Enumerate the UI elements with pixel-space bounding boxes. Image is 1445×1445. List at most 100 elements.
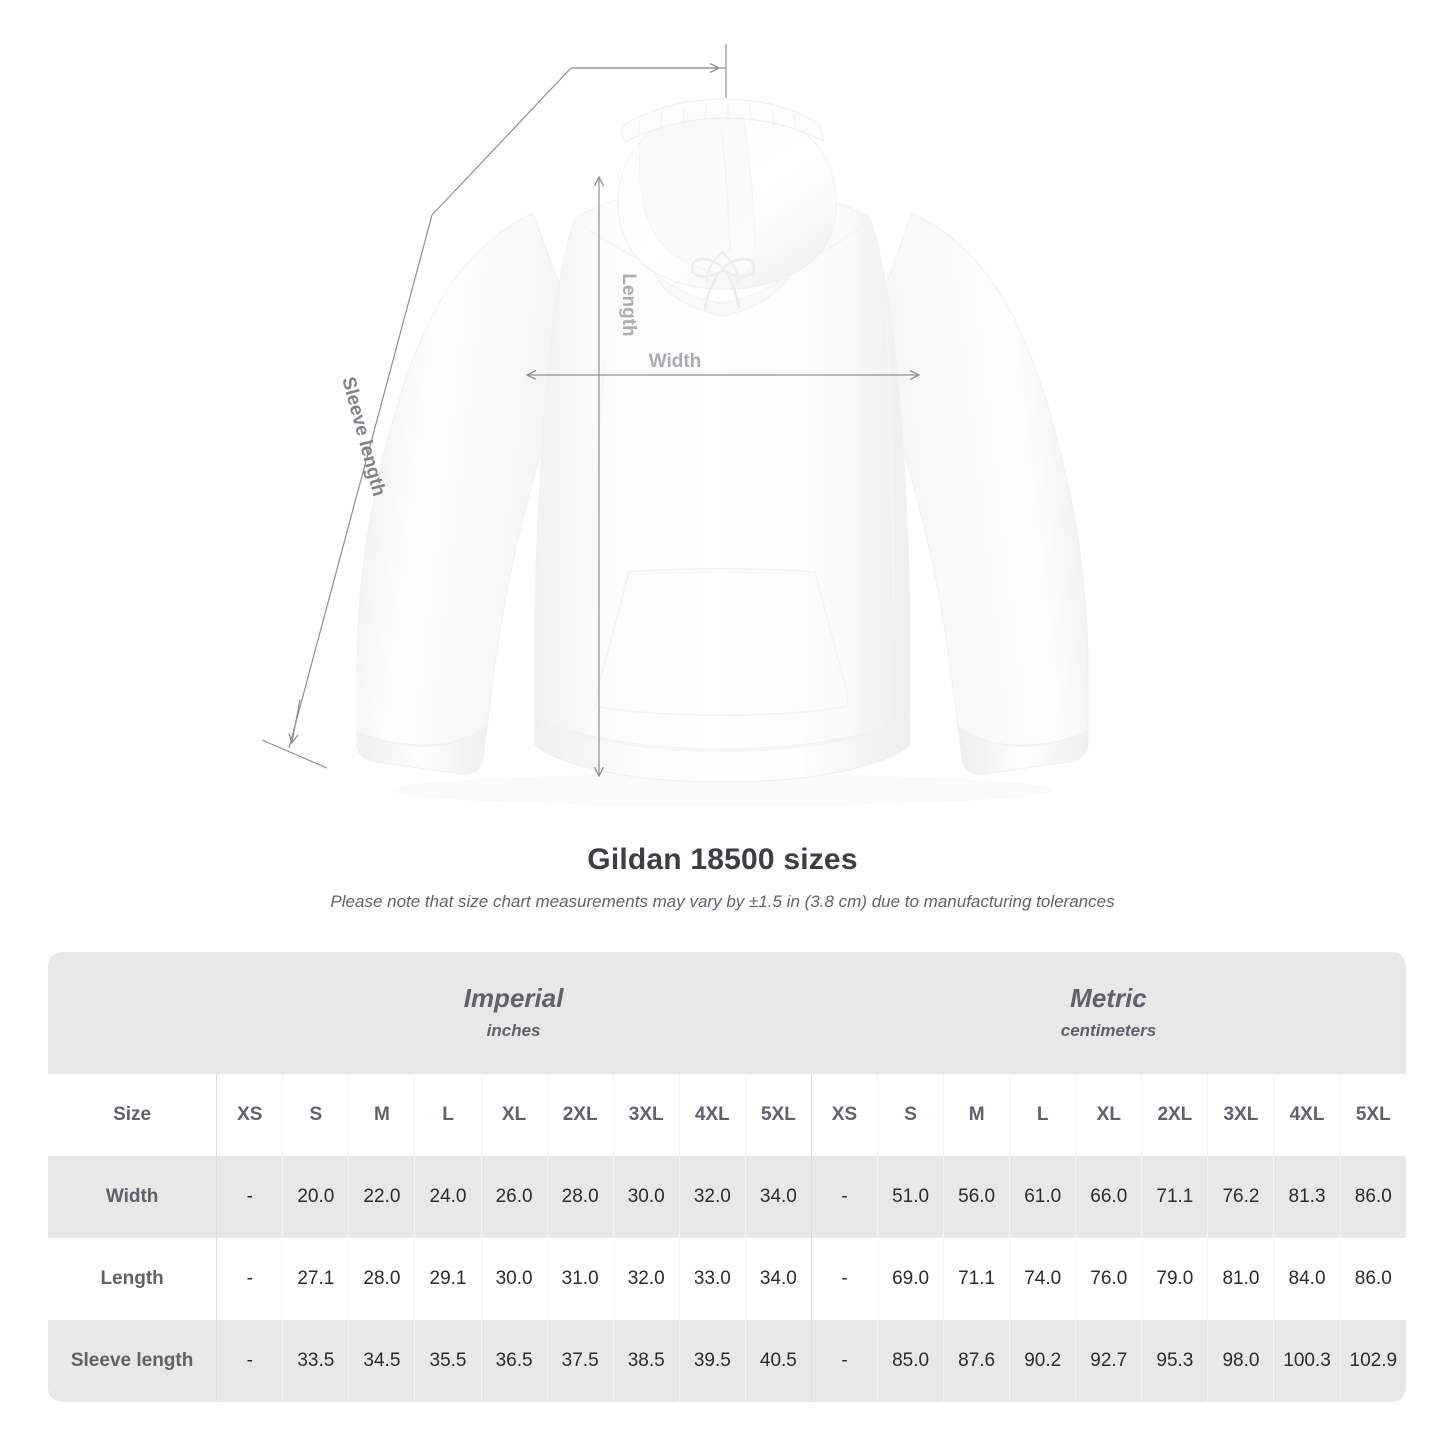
measurement-value-cell: 29.1 (414, 1238, 481, 1320)
unit-group-imperial: Imperial inches (216, 952, 811, 1074)
hoodie-size-diagram: Length Width Sleeve length (261, 44, 1089, 806)
title-block: Gildan 18500 sizes Please note that size… (0, 840, 1445, 916)
measurement-value-cell: 95.3 (1141, 1320, 1208, 1402)
tolerance-note: Please note that size chart measurements… (330, 892, 1115, 911)
measurement-value-cell: 100.3 (1273, 1320, 1340, 1402)
measurement-value-cell: 81.3 (1273, 1156, 1340, 1238)
measurement-value-cell: 27.1 (282, 1238, 349, 1320)
measurement-value-cell: 35.5 (414, 1320, 481, 1402)
sleeve-length-label: Sleeve length (337, 375, 389, 499)
length-label: Length (618, 273, 639, 336)
measurement-value-cell: 37.5 (546, 1320, 613, 1402)
hoodie-illustration (356, 98, 1089, 806)
measurement-value-cell: 71.1 (1141, 1156, 1208, 1238)
measurement-value-cell: 30.0 (480, 1238, 547, 1320)
width-label: Width (649, 351, 702, 372)
measurement-value-cell: 92.7 (1075, 1320, 1142, 1402)
measurement-value-cell: 98.0 (1207, 1320, 1274, 1402)
measurement-value-cell: 87.6 (943, 1320, 1010, 1402)
measurement-value-cell: 39.5 (678, 1320, 745, 1402)
size-column-header: M (348, 1074, 415, 1156)
size-column-header: XL (1075, 1074, 1142, 1156)
size-column-header: 2XL (546, 1074, 613, 1156)
size-chart-table: Imperial inches Metric centimeters Size XS S M L… (48, 952, 1406, 1402)
table-row: Length -27.1 28.0 29.1 30.0 31.0 32.0 33.0 34.0-… (48, 1238, 1406, 1320)
measurement-value-cell: 34.5 (348, 1320, 415, 1402)
size-column-header: 4XL (1273, 1074, 1340, 1156)
measurement-value-cell: 38.5 (612, 1320, 679, 1402)
measurement-value-cell: 102.9 (1339, 1320, 1406, 1402)
size-column-header: 2XL (1141, 1074, 1208, 1156)
size-column-header: S (282, 1074, 349, 1156)
measurement-value-cell: 33.5 (282, 1320, 349, 1402)
measurement-value-cell: 24.0 (414, 1156, 481, 1238)
measurement-value-cell: 22.0 (348, 1156, 415, 1238)
measurement-value-cell: 40.5 (744, 1320, 811, 1402)
unit-group-metric-sub: centimeters (1060, 1021, 1157, 1040)
measurement-value-cell: 36.5 (480, 1320, 547, 1402)
measurement-value-cell: 71.1 (943, 1238, 1010, 1320)
measurement-value-cell: 34.0 (744, 1156, 811, 1238)
size-chart-table-wrapper: Imperial inches Metric centimeters Size XS S M L… (48, 952, 1406, 1402)
measurement-value-cell: 30.0 (612, 1156, 679, 1238)
sleeve-end-arrow (292, 699, 301, 742)
measurement-value-cell: - (216, 1238, 283, 1320)
size-column-header: L (414, 1074, 481, 1156)
size-header-row: Size XS S M L XL 2XL 3XL 4XL 5XL XS S M L XL 2XL 3XL 4XL 5… (48, 1074, 1406, 1156)
measurement-value-cell: 74.0 (1009, 1238, 1076, 1320)
measurement-row-label: Length (48, 1238, 217, 1320)
measurement-value-cell: 28.0 (546, 1156, 613, 1238)
measurement-row-label: Width (48, 1156, 217, 1238)
table-row: Sleeve length -33.5 34.5 35.5 36.5 37.5 38.5 39… (48, 1320, 1406, 1402)
measurement-value-cell: 76.2 (1207, 1156, 1274, 1238)
measurement-value-cell: - (810, 1238, 878, 1320)
measurement-value-cell: 31.0 (546, 1238, 613, 1320)
measurement-value-cell: 69.0 (877, 1238, 944, 1320)
measurement-value-cell: 32.0 (678, 1156, 745, 1238)
table-corner-cell (48, 952, 217, 1074)
measurement-value-cell: 84.0 (1273, 1238, 1340, 1320)
measurement-value-cell: 34.0 (744, 1238, 811, 1320)
measurement-row-label: Sleeve length (48, 1320, 217, 1402)
unit-group-imperial-sub: inches (486, 1021, 541, 1040)
measurement-value-cell: 79.0 (1141, 1238, 1208, 1320)
measurement-value-cell: 20.0 (282, 1156, 349, 1238)
measurement-value-cell: - (810, 1320, 878, 1402)
measurement-value-cell: 33.0 (678, 1238, 745, 1320)
sleeve-end-tick (261, 739, 328, 769)
size-column-header: XS (810, 1074, 878, 1156)
measurement-value-cell: - (216, 1156, 283, 1238)
unit-group-imperial-name: Imperial (463, 983, 564, 1013)
size-column-header: 5XL (744, 1074, 811, 1156)
unit-group-header-row: Imperial inches Metric centimeters (48, 952, 1406, 1074)
measurement-value-cell: 90.2 (1009, 1320, 1076, 1402)
measurement-value-cell: 51.0 (877, 1156, 944, 1238)
size-column-header: L (1009, 1074, 1076, 1156)
size-label-cell: Size (48, 1074, 217, 1156)
size-column-header: 3XL (1207, 1074, 1274, 1156)
measurement-value-cell: 28.0 (348, 1238, 415, 1320)
size-column-header: 5XL (1339, 1074, 1406, 1156)
size-column-header: XL (480, 1074, 547, 1156)
table-row: Width -20.0 22.0 24.0 26.0 28.0 30.0 32.0 34.0-5… (48, 1156, 1406, 1238)
measurement-value-cell: 81.0 (1207, 1238, 1274, 1320)
measurement-value-cell: 26.0 (480, 1156, 547, 1238)
size-column-header: XS (216, 1074, 283, 1156)
size-column-header: 4XL (678, 1074, 745, 1156)
measurement-value-cell: 66.0 (1075, 1156, 1142, 1238)
measurement-value-cell: 56.0 (943, 1156, 1010, 1238)
unit-group-metric-name: Metric (1070, 983, 1147, 1013)
measurement-value-cell: 61.0 (1009, 1156, 1076, 1238)
measurement-value-cell: - (216, 1320, 283, 1402)
measurement-value-cell: 86.0 (1339, 1238, 1406, 1320)
measurement-value-cell: - (810, 1156, 878, 1238)
measurement-value-cell: 85.0 (877, 1320, 944, 1402)
unit-group-metric: Metric centimeters (810, 952, 1406, 1074)
size-column-header: M (943, 1074, 1010, 1156)
page-title: Gildan 18500 sizes (587, 843, 858, 876)
measurement-value-cell: 86.0 (1339, 1156, 1406, 1238)
measurement-value-cell: 76.0 (1075, 1238, 1142, 1320)
measurement-value-cell: 32.0 (612, 1238, 679, 1320)
measurement-guides (261, 44, 918, 775)
size-column-header: S (877, 1074, 944, 1156)
